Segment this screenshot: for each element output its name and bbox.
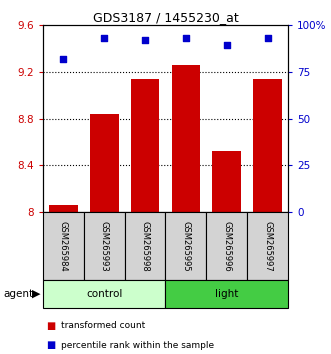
Bar: [90, 114, 118, 212]
Point: [61, 56, 66, 61]
Point: [142, 37, 148, 42]
Text: GSM265984: GSM265984: [59, 221, 68, 272]
Bar: [84, 212, 125, 280]
Text: GSM265997: GSM265997: [263, 221, 272, 272]
Text: GSM265998: GSM265998: [141, 221, 150, 272]
Bar: [43, 280, 166, 308]
Text: GSM265993: GSM265993: [100, 221, 109, 272]
Bar: [125, 212, 166, 280]
Text: ▶: ▶: [32, 289, 40, 299]
Text: transformed count: transformed count: [61, 321, 146, 330]
Text: GSM265996: GSM265996: [222, 221, 231, 272]
Text: ■: ■: [46, 340, 56, 350]
Bar: [43, 212, 84, 280]
Text: GSM265995: GSM265995: [181, 221, 190, 272]
Text: control: control: [86, 289, 122, 299]
Bar: [247, 212, 288, 280]
Bar: [171, 65, 200, 212]
Bar: [213, 152, 241, 212]
Text: ■: ■: [46, 321, 56, 331]
Point: [102, 35, 107, 41]
Bar: [166, 212, 206, 280]
Bar: [253, 79, 282, 212]
Bar: [131, 79, 159, 212]
Text: light: light: [215, 289, 238, 299]
Text: percentile rank within the sample: percentile rank within the sample: [61, 341, 214, 350]
Bar: [166, 280, 288, 308]
Point: [183, 35, 189, 41]
Title: GDS3187 / 1455230_at: GDS3187 / 1455230_at: [93, 11, 238, 24]
Point: [265, 35, 270, 41]
Bar: [206, 212, 247, 280]
Point: [224, 42, 229, 48]
Bar: [49, 205, 78, 212]
Text: agent: agent: [3, 289, 33, 299]
